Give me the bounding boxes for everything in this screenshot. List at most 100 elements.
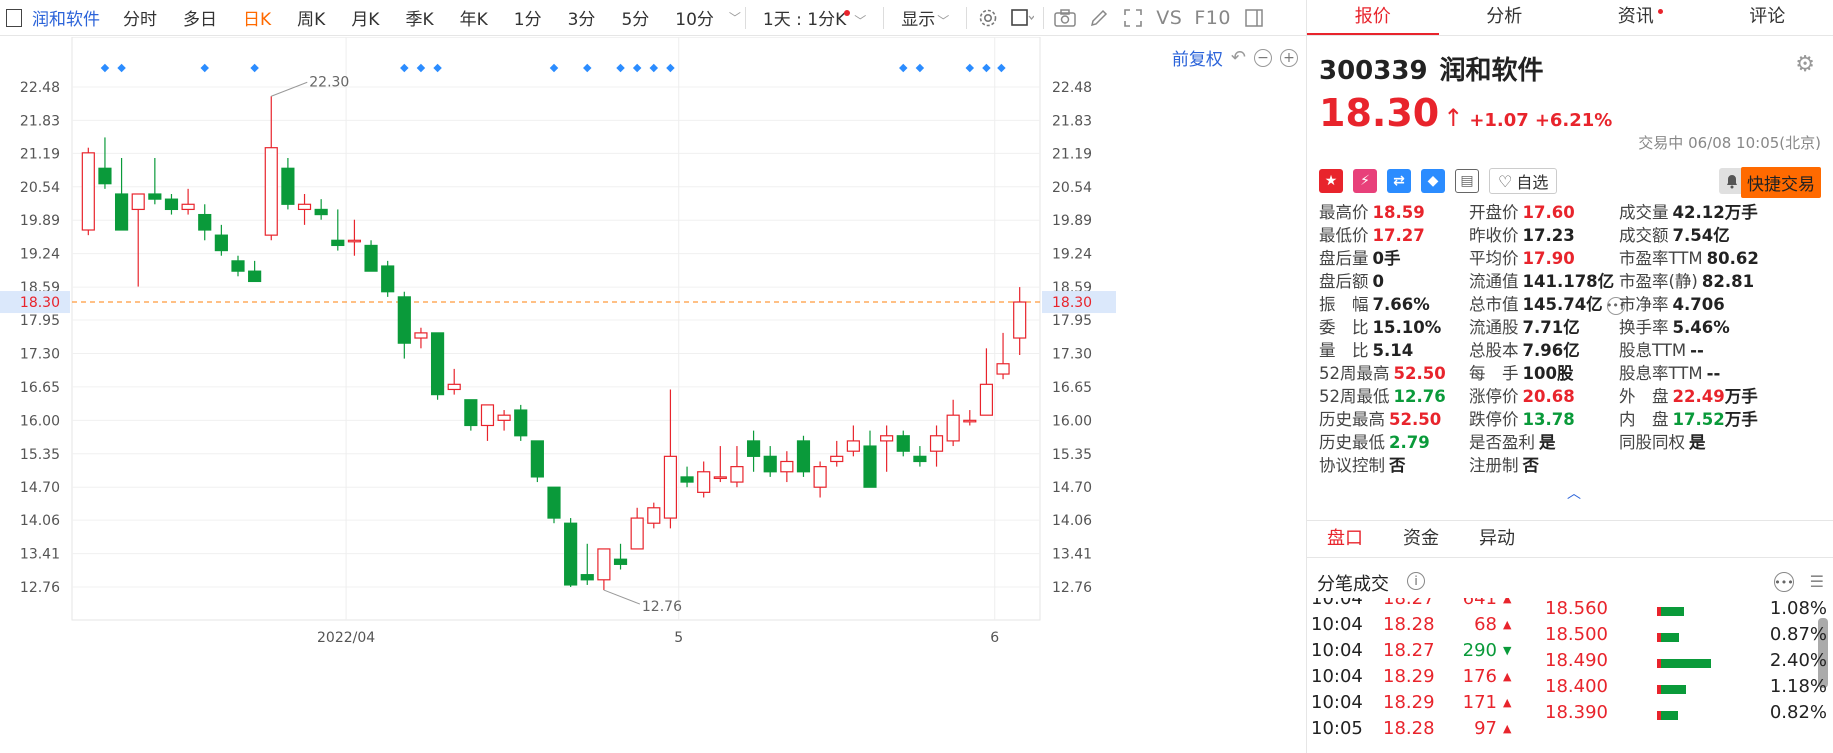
undo-icon[interactable]: ↶ xyxy=(1230,47,1246,68)
stat-value: 否 xyxy=(1389,456,1406,475)
kline-chart-area[interactable]: 22.48 22.48 21.83 21.83 21.19 21.19 20.54 20.54… xyxy=(0,37,1306,753)
period-tab[interactable]: 日K xyxy=(243,10,272,30)
price-line: 18.30 ↑ +1.07 +6.21% xyxy=(1319,91,1833,135)
trade-time: 10:04 xyxy=(1311,598,1363,609)
candle-body xyxy=(414,332,428,339)
period-tab[interactable]: 季K xyxy=(405,10,434,30)
fullscreen-icon[interactable] xyxy=(1116,8,1150,28)
stat-label: 振 幅 xyxy=(1319,295,1369,314)
gear-icon[interactable]: ⚙ xyxy=(1795,52,1815,77)
settings-gear-icon[interactable] xyxy=(971,8,1005,28)
candle-body xyxy=(697,471,711,493)
quote-tab[interactable]: 分析 xyxy=(1439,0,1571,35)
zoom-in-icon[interactable]: + xyxy=(1280,48,1298,67)
quote-tab[interactable]: 报价 xyxy=(1307,0,1439,35)
quick-trade-button[interactable]: 快捷交易 xyxy=(1741,167,1821,198)
stat-value: 145.74亿 xyxy=(1522,295,1603,314)
date-tick: 2022/04 xyxy=(317,630,375,646)
add-watchlist-button[interactable]: ♡ 自选 xyxy=(1489,168,1558,194)
tag-icon[interactable]: ◆ xyxy=(1421,169,1445,193)
box-select-icon[interactable] xyxy=(1005,8,1039,28)
sidebar-toggle-icon[interactable] xyxy=(6,8,22,27)
candle-body xyxy=(780,460,794,473)
panel-toggle-icon[interactable] xyxy=(1237,8,1271,28)
period-tab[interactable]: 10分 xyxy=(675,10,714,30)
candle-body xyxy=(996,363,1010,375)
stat-item: 跌停价 13.78 xyxy=(1469,406,1575,430)
stat-item: 历史最高 52.50 xyxy=(1319,406,1441,430)
candle-body xyxy=(597,548,611,581)
candle-body xyxy=(530,440,544,478)
stock-code: 300339 xyxy=(1319,56,1428,86)
scrollbar[interactable] xyxy=(1818,618,1828,688)
candle-body xyxy=(114,193,129,231)
candle-body xyxy=(514,409,528,437)
up-triangle-icon: ▲ xyxy=(1503,722,1512,735)
detail-tab[interactable]: 盘口 xyxy=(1327,528,1363,549)
event-marker xyxy=(117,63,126,73)
stat-item: 同股同权是 xyxy=(1619,429,1706,453)
stat-item: 52周最低 12.76 xyxy=(1319,383,1446,407)
f10-button[interactable]: F10 xyxy=(1194,6,1231,29)
candle-body xyxy=(746,440,761,457)
camera-icon[interactable] xyxy=(1048,8,1082,27)
shuffle-icon[interactable]: ⇄ xyxy=(1387,169,1411,193)
period-tab[interactable]: 年K xyxy=(459,10,488,30)
price-tick-left: 21.83 xyxy=(20,113,60,129)
price-distribution-row: 18.400 1.18% xyxy=(1545,676,1833,706)
dist-price: 18.490 xyxy=(1545,650,1608,671)
stat-value: 7.96亿 xyxy=(1522,341,1580,360)
zoom-out-icon[interactable]: − xyxy=(1254,48,1272,67)
more-icon[interactable]: ••• xyxy=(1606,296,1625,315)
stat-label: 协议控制 xyxy=(1319,456,1385,475)
stat-item: 历史最低 2.79 xyxy=(1319,429,1430,453)
stat-item: 盘后额 0 xyxy=(1319,268,1384,292)
candle-body xyxy=(580,574,594,581)
price-change: +1.07 xyxy=(1469,110,1529,131)
collapse-icon[interactable]: ︿ xyxy=(1567,486,1581,502)
quote-tab[interactable]: 评论 xyxy=(1702,0,1833,35)
combo-period-select[interactable]: 1天 : 1分K ﹀ xyxy=(750,5,879,30)
price-tick-left: 12.76 xyxy=(20,580,60,596)
compare-vs-button[interactable]: VS xyxy=(1156,6,1183,29)
period-tab[interactable]: 1分 xyxy=(513,10,542,30)
more-options-icon[interactable]: ••• xyxy=(1774,572,1794,592)
stat-value: 141.178亿 xyxy=(1522,272,1615,291)
fuquan-select[interactable]: 前复权 xyxy=(1171,50,1223,70)
chevron-down-icon[interactable]: ﹀ xyxy=(728,11,741,25)
period-tab[interactable]: 月K xyxy=(351,10,380,30)
runner-icon[interactable]: ⚡ xyxy=(1353,169,1377,193)
period-tab[interactable]: 分时 xyxy=(123,10,157,30)
detail-tab[interactable]: 异动 xyxy=(1479,528,1515,549)
kline-chart[interactable]: 22.48 22.48 21.83 21.83 21.19 21.19 20.54 20.54… xyxy=(0,37,1306,753)
trade-row: 10:05 18.28 97 ▲ xyxy=(1307,718,1557,748)
pencil-icon[interactable] xyxy=(1082,8,1116,28)
period-tab[interactable]: 周K xyxy=(297,10,326,30)
detail-tab[interactable]: 资金 xyxy=(1403,528,1439,549)
stat-item: 外 盘 22.49万手 xyxy=(1619,383,1758,407)
list-view-icon[interactable]: ☰ xyxy=(1809,572,1824,591)
price-tick-right: 13.41 xyxy=(1052,547,1092,563)
period-tab[interactable]: 5分 xyxy=(621,10,650,30)
candle-body xyxy=(98,167,112,185)
price-tick-left: 14.06 xyxy=(20,513,60,529)
current-price-box-left xyxy=(0,291,70,314)
period-tab[interactable]: 3分 xyxy=(567,10,596,30)
stock-name-link[interactable]: 润和软件 xyxy=(32,10,100,30)
display-menu[interactable]: 显示 ﹀ xyxy=(888,5,962,30)
info-icon[interactable]: i xyxy=(1407,572,1425,590)
candle-body xyxy=(830,455,844,463)
stat-item: 委 比 15.10% xyxy=(1319,314,1441,338)
dist-pct: 0.82% xyxy=(1769,702,1827,723)
quote-tab[interactable]: 资讯 xyxy=(1570,0,1702,35)
stat-value: 0 xyxy=(1372,272,1384,291)
price-tick-right: 20.54 xyxy=(1052,180,1092,196)
period-tab[interactable]: 多日 xyxy=(183,10,217,30)
china-flag-icon[interactable]: ★ xyxy=(1319,169,1343,193)
stat-item: 振 幅 7.66% xyxy=(1319,291,1430,315)
current-price-label-left: 18.30 xyxy=(20,295,60,311)
trade-volume: 290 xyxy=(1462,640,1497,661)
bell-icon[interactable] xyxy=(1719,168,1745,194)
stat-label: 开盘价 xyxy=(1469,203,1519,222)
bookmark-icon[interactable]: ▤ xyxy=(1455,169,1479,193)
